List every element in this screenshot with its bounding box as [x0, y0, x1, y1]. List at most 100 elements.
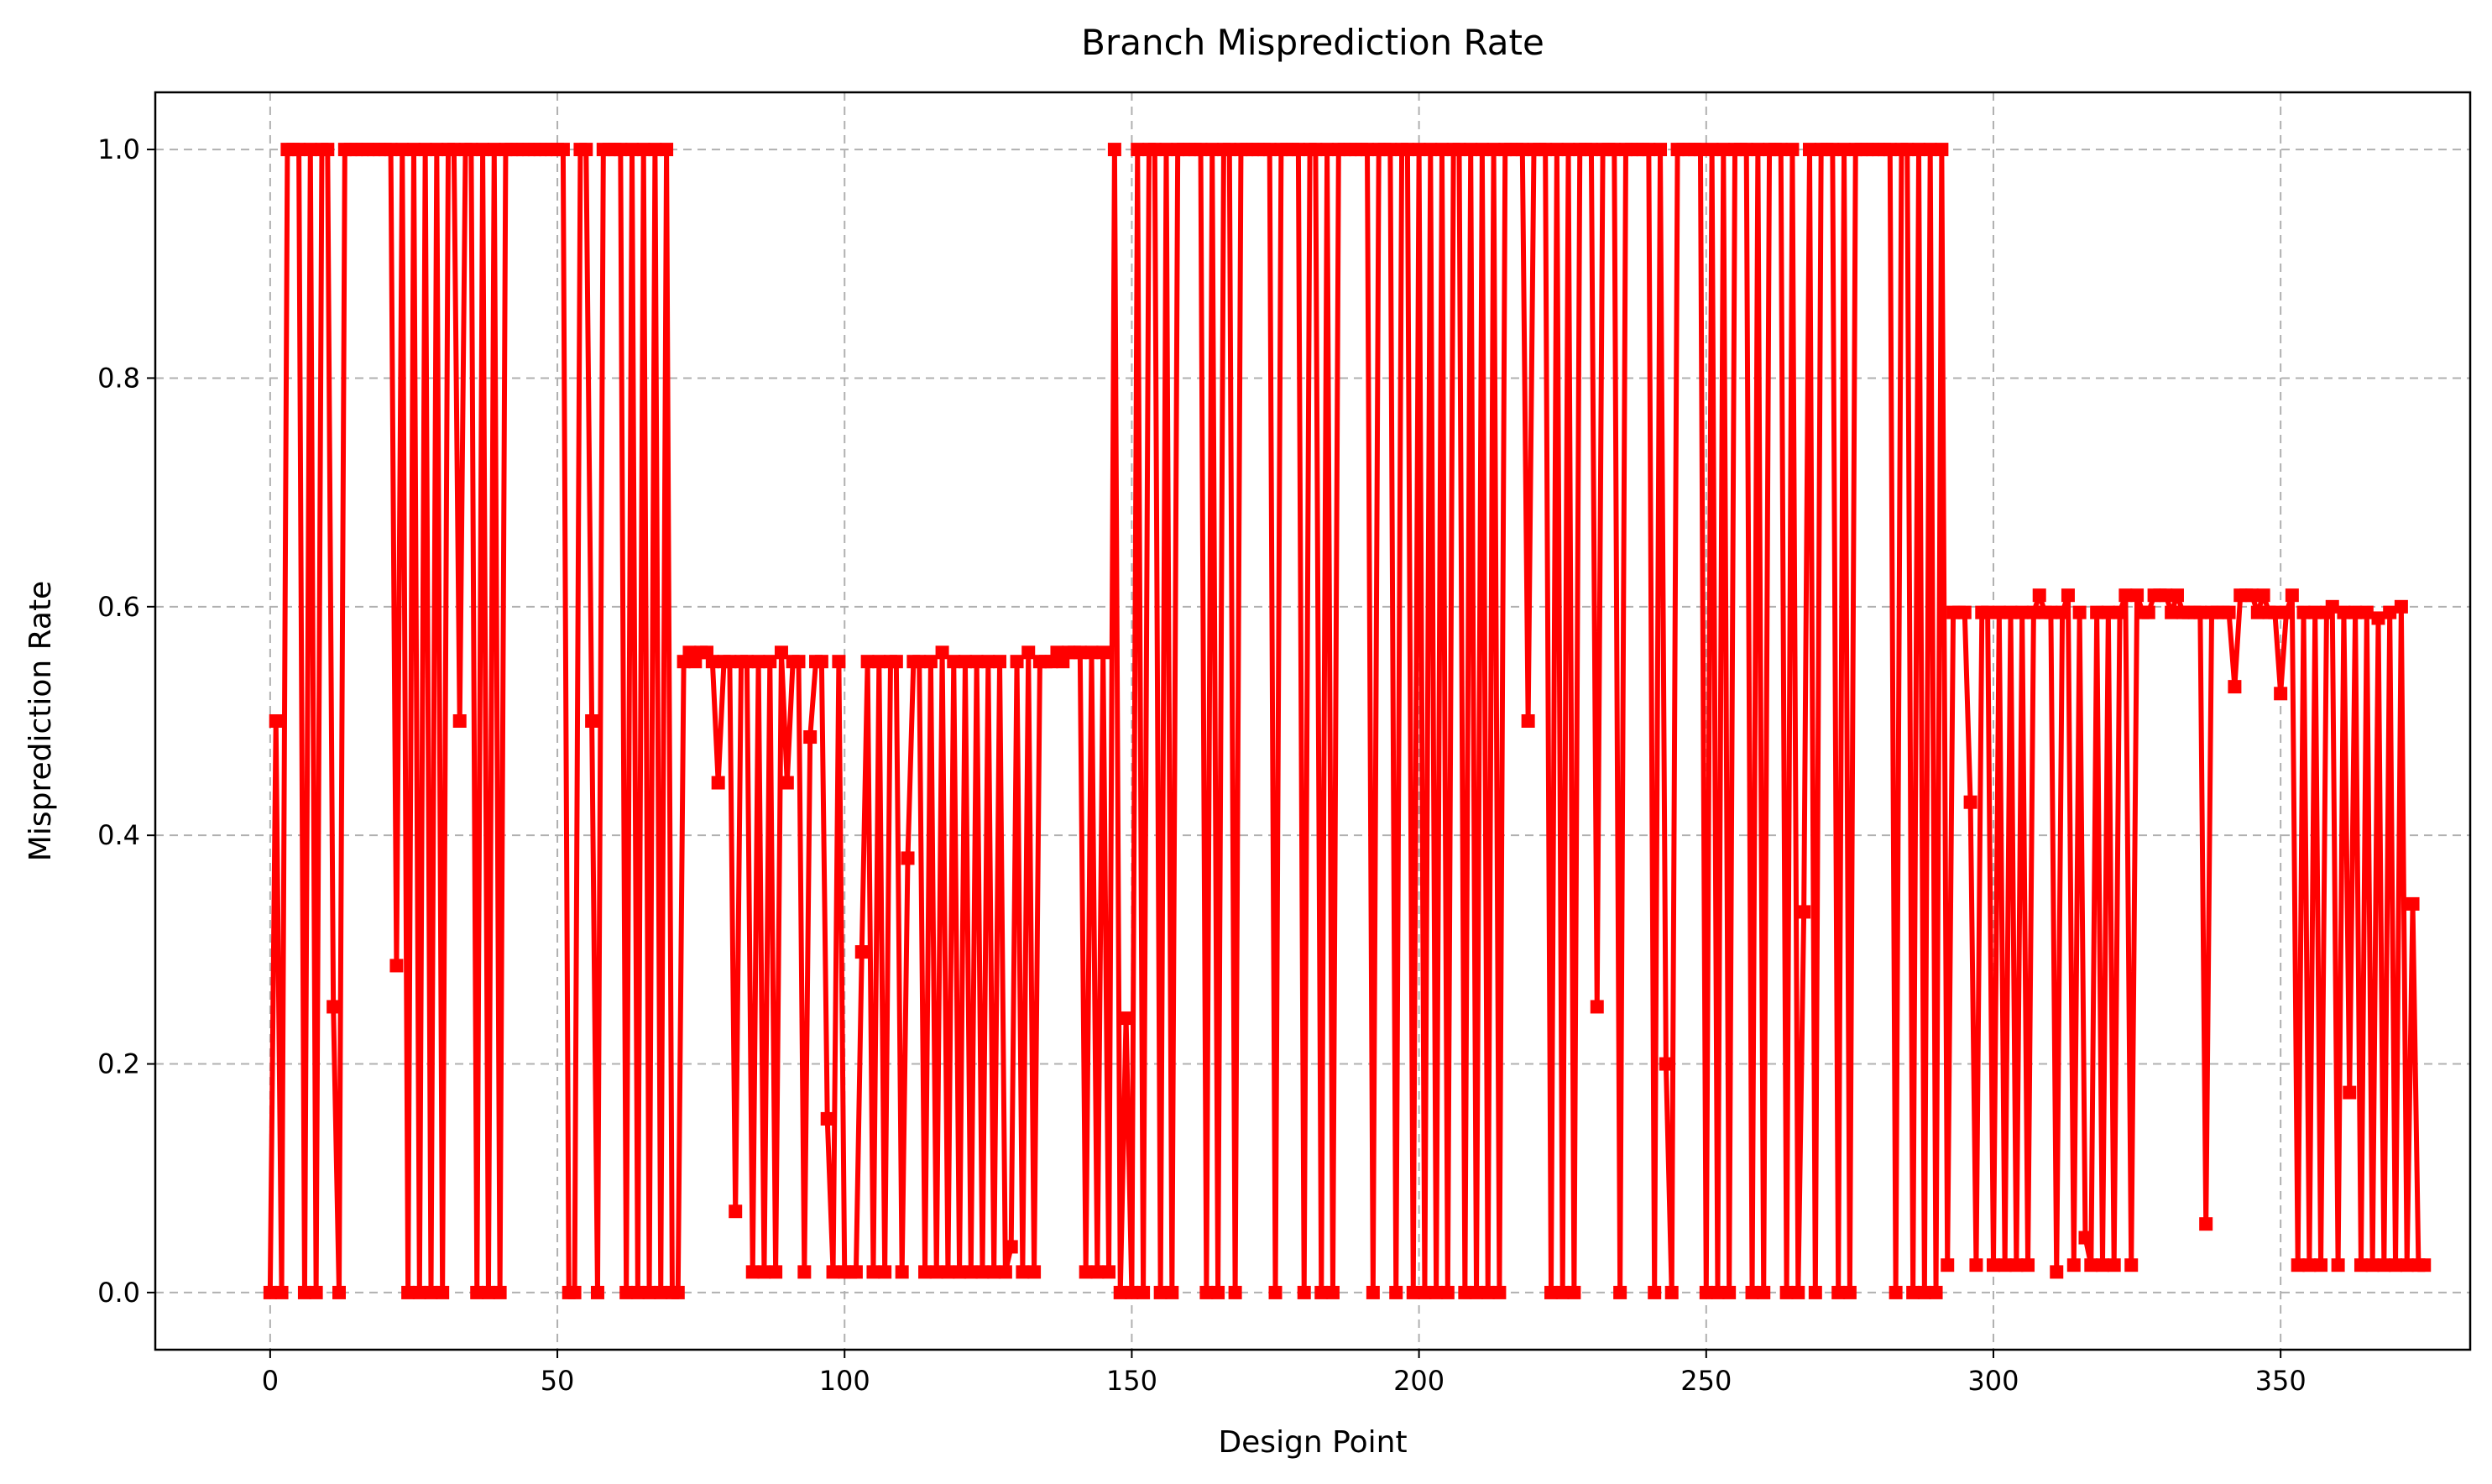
chart-title: Branch Misprediction Rate — [1081, 22, 1544, 63]
data-point — [1561, 143, 1575, 157]
data-point — [1539, 143, 1553, 157]
data-point — [567, 1285, 582, 1299]
data-point — [648, 143, 662, 157]
data-point — [1424, 143, 1438, 157]
data-point — [263, 1285, 277, 1299]
data-point — [1642, 143, 1656, 157]
data-point — [751, 655, 765, 669]
data-point — [1935, 143, 1949, 157]
data-point — [1664, 1285, 1679, 1299]
data-point — [1837, 143, 1852, 157]
data-point — [969, 655, 984, 669]
data-point — [309, 1285, 323, 1299]
data-point — [2394, 599, 2408, 614]
data-point — [872, 655, 886, 669]
data-point — [1309, 143, 1323, 157]
data-point — [774, 645, 788, 660]
data-point — [327, 1000, 341, 1014]
data-point — [2090, 605, 2104, 619]
data-point — [1555, 1285, 1570, 1299]
data-point — [452, 714, 467, 728]
data-point — [1102, 1265, 1116, 1279]
data-point — [981, 655, 995, 669]
data-point — [1016, 1265, 1030, 1279]
data-point — [1941, 1258, 1955, 1272]
data-point — [2371, 611, 2385, 625]
data-point — [1268, 1285, 1283, 1299]
data-point — [1194, 143, 1208, 157]
data-point — [878, 1265, 892, 1279]
data-point — [2193, 605, 2207, 619]
data-point — [418, 143, 432, 157]
data-point — [1808, 1285, 1822, 1299]
data-point — [2406, 896, 2420, 911]
data-point — [1297, 1285, 1311, 1299]
data-point — [1842, 1285, 1857, 1299]
x-tick-label: 200 — [1393, 1365, 1445, 1397]
data-point — [1492, 1285, 1507, 1299]
data-point — [1653, 143, 1668, 157]
data-point — [424, 1285, 438, 1299]
data-point — [1998, 1258, 2012, 1272]
data-point — [941, 1265, 955, 1279]
data-point — [1325, 1285, 1340, 1299]
data-point — [1458, 1285, 1472, 1299]
data-point — [953, 1265, 967, 1279]
data-point — [1521, 714, 1535, 728]
data-point — [1107, 143, 1121, 157]
data-point — [1584, 143, 1598, 157]
data-point — [2296, 605, 2311, 619]
data-point — [2314, 1258, 2328, 1272]
data-point — [2170, 588, 2184, 603]
data-point — [2343, 1085, 2357, 1100]
x-tick-label: 100 — [819, 1365, 870, 1397]
data-point — [987, 1265, 1001, 1279]
data-point — [1222, 143, 1236, 157]
data-point — [1084, 645, 1099, 660]
data-point — [1412, 143, 1426, 157]
data-point — [1711, 1285, 1725, 1299]
data-point — [1802, 143, 1816, 157]
data-point — [1963, 795, 1977, 809]
data-point — [1090, 1265, 1105, 1279]
data-point — [860, 655, 875, 669]
data-point — [303, 143, 317, 157]
data-point — [1791, 1285, 1805, 1299]
data-point — [895, 1265, 909, 1279]
data-point — [1969, 1258, 1983, 1272]
data-point — [1470, 1285, 1484, 1299]
x-tick-label: 150 — [1106, 1365, 1157, 1397]
data-point — [797, 1265, 812, 1279]
data-point — [2222, 605, 2236, 619]
data-point — [2325, 599, 2339, 614]
data-point — [384, 143, 398, 157]
data-point — [654, 1285, 668, 1299]
data-point — [1757, 1285, 1771, 1299]
data-point — [2072, 605, 2087, 619]
data-point — [274, 1285, 289, 1299]
data-point — [1751, 143, 1765, 157]
data-point — [1607, 143, 1622, 157]
data-point — [803, 730, 818, 745]
data-point — [2056, 605, 2070, 619]
data-point — [470, 1285, 484, 1299]
data-point — [1544, 1285, 1559, 1299]
data-point — [763, 655, 777, 669]
data-point — [292, 143, 306, 157]
data-point — [1957, 605, 1972, 619]
data-point — [820, 1111, 834, 1126]
x-tick-label: 300 — [1967, 1365, 2019, 1397]
data-point — [579, 143, 593, 157]
data-point — [2377, 1258, 2391, 1272]
data-point — [1486, 143, 1501, 157]
data-point — [1096, 645, 1110, 660]
data-point — [1073, 645, 1087, 660]
data-point — [671, 1285, 685, 1299]
data-point — [1779, 1285, 1794, 1299]
data-point — [826, 1265, 840, 1279]
data-point — [1826, 143, 1840, 157]
data-point — [1262, 143, 1277, 157]
data-point — [1079, 1265, 1093, 1279]
data-point — [590, 1285, 604, 1299]
data-point — [2130, 588, 2145, 603]
